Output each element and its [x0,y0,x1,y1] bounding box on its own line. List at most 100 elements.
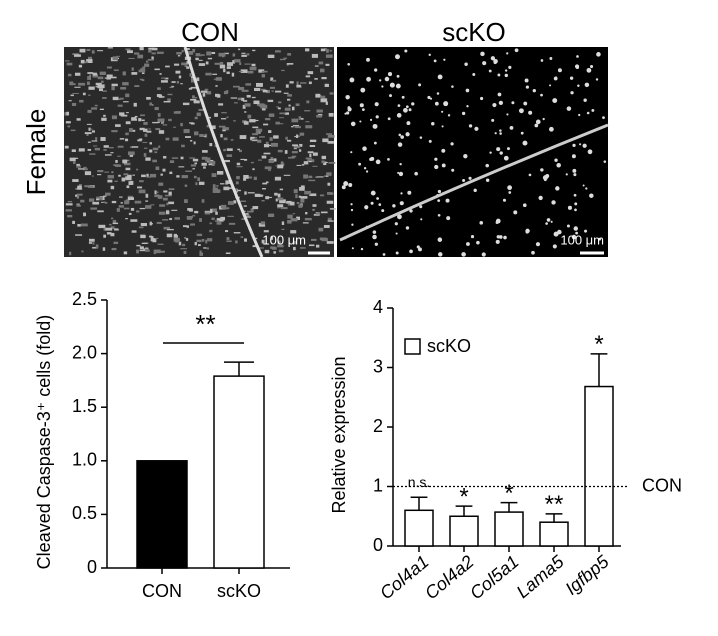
speckle [91,130,96,133]
speckle [320,211,328,214]
speckle [212,184,216,188]
speckle [161,77,166,79]
speckle [107,175,114,179]
speckle [316,244,320,248]
speckle [301,164,305,166]
speckle [274,176,281,181]
speckle [244,216,252,218]
speckle [214,220,220,222]
speckle [263,152,271,155]
speckle [139,47,144,51]
speckle [160,80,168,83]
speckle [287,94,292,97]
nucleus [538,195,543,201]
speckle [201,238,205,242]
speckle [309,161,312,163]
speckle [123,101,129,103]
speckle [198,181,205,185]
speckle [284,112,290,115]
speckle [131,230,137,233]
speckle [84,61,89,64]
speckle [164,77,169,80]
speckle [307,159,315,163]
nucleus [572,168,577,173]
speckle [276,106,279,108]
speckle [220,134,223,138]
speckle [140,114,145,117]
speckle [104,77,109,79]
speckle [169,171,173,175]
speckle [311,53,318,58]
speckle [239,149,242,153]
speckle [246,94,251,98]
speckle [280,161,284,165]
speckle [114,228,119,230]
speckle [204,211,211,213]
speckle [261,88,266,91]
speckle [117,104,123,107]
nucleus [479,221,484,225]
speckle [79,48,86,53]
speckle [126,174,132,179]
nucleus [573,193,577,197]
speckle [157,118,165,122]
speckle [275,165,278,167]
nucleus [397,171,400,174]
speckle [167,98,171,103]
speckle [200,54,205,56]
nucleus [495,218,501,224]
y-tick-label: 0.5 [72,503,97,523]
speckle [150,236,154,239]
speckle [104,171,110,173]
speckle [136,249,139,254]
speckle [291,155,297,158]
speckle [199,133,204,137]
speckle [199,250,202,253]
nucleus [571,154,576,159]
x-tick-label: CON [142,581,182,601]
speckle [127,197,134,201]
speckle [140,235,146,239]
nucleus [587,149,593,155]
speckle [324,161,328,163]
speckle [183,250,187,255]
speckle [274,50,281,53]
speckle [103,234,106,238]
speckle [163,156,167,159]
nucleus [496,147,501,152]
speckle [73,157,79,159]
nucleus [399,162,402,166]
speckle [82,92,86,96]
speckle [304,217,312,221]
speckle [278,123,284,125]
speckle [207,57,213,60]
speckle [156,51,164,54]
speckle [141,119,145,122]
speckle [314,78,318,80]
speckle [244,238,247,242]
speckle [166,228,174,231]
bar [584,385,614,547]
speckle [316,114,322,118]
speckle [184,65,188,67]
speckle [241,54,247,57]
speckle [132,174,135,176]
speckle [81,250,84,253]
speckle [181,49,184,53]
vessel [183,46,264,258]
nucleus [578,113,581,117]
speckle [296,84,301,87]
speckle [144,249,150,252]
speckle [160,173,163,176]
speckle [268,130,272,133]
bar [404,509,434,547]
speckle [202,93,206,97]
speckle [185,48,190,50]
speckle [264,166,272,170]
nucleus [603,160,607,163]
speckle [316,109,323,113]
nucleus [400,192,403,195]
nucleus [359,103,364,108]
speckle [107,47,113,49]
speckle [173,235,179,238]
